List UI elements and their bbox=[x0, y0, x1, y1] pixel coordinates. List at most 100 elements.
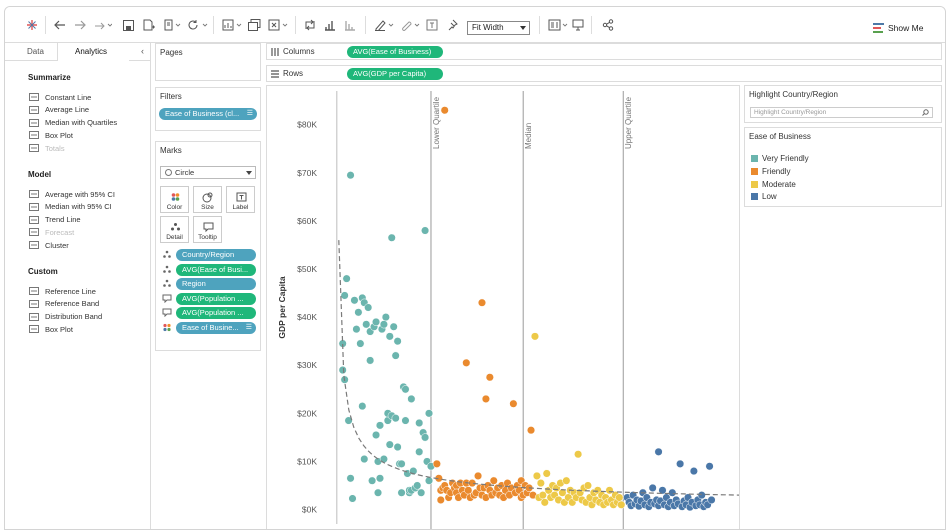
tableau-logo-icon[interactable] bbox=[25, 17, 39, 33]
label-button[interactable]: Label bbox=[226, 186, 255, 213]
tab-analytics[interactable]: Analytics bbox=[75, 47, 108, 56]
data-point bbox=[615, 493, 624, 502]
legend-swatch bbox=[751, 167, 758, 175]
analytics-item-average-with-95-ci[interactable]: Average with 95% CI bbox=[29, 189, 115, 199]
legend-item-very-friendly[interactable]: Very Friendly bbox=[751, 154, 809, 163]
marks-field-pill[interactable]: Ease of Busine... ☰ bbox=[176, 322, 256, 334]
y-tick-label: $0K bbox=[302, 505, 317, 515]
x-tick-label: 200 bbox=[722, 527, 736, 530]
size-button[interactable]: Size bbox=[193, 186, 222, 213]
analytics-item-forecast[interactable]: Forecast bbox=[29, 227, 74, 237]
data-point bbox=[697, 491, 706, 500]
sort-descending-icon[interactable] bbox=[343, 17, 357, 33]
legend-item-friendly[interactable]: Friendly bbox=[751, 167, 790, 176]
data-point bbox=[436, 495, 445, 504]
columns-pill[interactable]: AVG(Ease of Business) bbox=[347, 46, 443, 58]
analytics-item-distribution-band[interactable]: Distribution Band bbox=[29, 312, 102, 322]
legend-item-low[interactable]: Low bbox=[751, 192, 777, 201]
show-me-button[interactable]: Show Me bbox=[873, 23, 923, 33]
circle-mark-icon bbox=[165, 169, 172, 176]
analytics-item-box-plot[interactable]: Box Plot bbox=[29, 324, 73, 334]
replay-icon[interactable] bbox=[93, 17, 113, 33]
detail-encoding-icon bbox=[162, 279, 174, 289]
show-cards-icon[interactable] bbox=[547, 17, 569, 33]
collapse-pane-icon[interactable]: ‹ bbox=[141, 46, 144, 56]
share-icon[interactable] bbox=[601, 17, 615, 33]
highlight-input[interactable]: Highlight Country/Region bbox=[750, 107, 933, 118]
pages-shelf[interactable]: Pages bbox=[155, 43, 261, 81]
analytics-item-constant-line[interactable]: Constant Line bbox=[29, 92, 91, 102]
highlight-pen-icon[interactable] bbox=[373, 17, 395, 33]
scatter-plot[interactable]: $0K $10K $20K $30K $40K $50K $60K $70K $80K 0 20 40… bbox=[267, 86, 740, 530]
marks-field-pill[interactable]: Region bbox=[176, 278, 256, 291]
save-icon[interactable] bbox=[121, 17, 135, 33]
analytics-item-reference-line[interactable]: Reference Line bbox=[29, 286, 96, 296]
tab-data[interactable]: Data bbox=[27, 47, 44, 56]
analytics-item-trend-line[interactable]: Trend Line bbox=[29, 215, 81, 225]
legend-item-moderate[interactable]: Moderate bbox=[751, 180, 796, 189]
filter-pill-ease-of-business[interactable]: Ease of Business (cl... ☰ bbox=[159, 108, 257, 120]
duplicate-sheet-icon[interactable] bbox=[247, 17, 261, 33]
data-point bbox=[391, 414, 400, 423]
size-icon bbox=[202, 192, 213, 203]
search-icon bbox=[922, 109, 929, 116]
group-members-icon[interactable] bbox=[399, 17, 421, 33]
data-point bbox=[350, 296, 359, 305]
analytics-item-reference-band[interactable]: Reference Band bbox=[29, 299, 99, 309]
refresh-icon[interactable] bbox=[187, 17, 209, 33]
mark-type-value: Circle bbox=[175, 168, 195, 177]
swap-rows-columns-icon[interactable] bbox=[303, 17, 317, 33]
data-point bbox=[389, 322, 398, 331]
analytics-item-icon bbox=[29, 215, 39, 224]
data-point bbox=[540, 498, 549, 507]
chevron-down-icon bbox=[520, 26, 526, 30]
new-data-source-icon[interactable] bbox=[141, 17, 157, 33]
undo-icon[interactable] bbox=[53, 17, 67, 33]
analytics-item-cluster[interactable]: Cluster bbox=[29, 240, 69, 250]
detail-encoding-icon bbox=[162, 265, 174, 275]
marks-title: Marks bbox=[160, 146, 182, 155]
redo-icon[interactable] bbox=[73, 17, 87, 33]
columns-shelf[interactable]: Columns AVG(Ease of Business) bbox=[266, 43, 942, 60]
columns-shelf-label: Columns bbox=[271, 47, 315, 56]
reference-line-label: Lower Quartile bbox=[432, 96, 441, 149]
analytics-item-label: Distribution Band bbox=[45, 312, 103, 322]
clear-sheet-icon[interactable] bbox=[267, 17, 289, 33]
mark-type-select[interactable]: Circle bbox=[160, 166, 256, 179]
new-worksheet-icon[interactable] bbox=[221, 17, 243, 33]
tooltip-button[interactable]: Tooltip bbox=[193, 216, 222, 243]
analytics-item-average-line[interactable]: Average Line bbox=[29, 105, 89, 115]
marks-field-pill[interactable]: AVG(Population ... bbox=[176, 292, 256, 305]
legend-label: Friendly bbox=[762, 166, 791, 176]
fix-axes-pin-icon[interactable] bbox=[445, 17, 459, 33]
data-point bbox=[385, 440, 394, 449]
color-palette-icon bbox=[171, 193, 180, 201]
analytics-item-icon bbox=[29, 118, 39, 127]
rows-pill[interactable]: AVG(GDP per Capita) bbox=[347, 68, 443, 80]
filters-title: Filters bbox=[160, 92, 182, 101]
color-button[interactable]: Color bbox=[160, 186, 189, 213]
y-tick-label: $50K bbox=[297, 264, 317, 274]
sort-ascending-icon[interactable] bbox=[323, 17, 337, 33]
section-title-custom: Custom bbox=[28, 267, 58, 276]
detail-button[interactable]: Detail bbox=[160, 216, 189, 243]
marks-field-pill[interactable]: AVG(Ease of Busi... bbox=[176, 263, 256, 276]
pause-updates-icon[interactable] bbox=[163, 17, 181, 33]
viz-canvas[interactable]: $0K $10K $20K $30K $40K $50K $60K $70K $80K 0 20 40… bbox=[266, 85, 740, 530]
filters-shelf[interactable]: Filters Ease of Business (cl... ☰ bbox=[155, 87, 261, 131]
analytics-item-median-with-95-ci[interactable]: Median with 95% CI bbox=[29, 202, 112, 212]
analytics-item-box-plot[interactable]: Box Plot bbox=[29, 130, 73, 140]
rows-shelf[interactable]: Rows AVG(GDP per Capita) bbox=[266, 65, 942, 82]
data-point bbox=[648, 483, 657, 492]
marks-field-pill[interactable]: Country/Region bbox=[176, 249, 256, 261]
analytics-item-median-with-quartiles[interactable]: Median with Quartiles bbox=[29, 118, 117, 128]
filter-list-icon: ☰ bbox=[246, 110, 253, 117]
data-point bbox=[387, 233, 396, 242]
data-point bbox=[440, 106, 449, 115]
show-labels-icon[interactable] bbox=[425, 17, 439, 33]
marks-field-pill[interactable]: AVG(Population ... bbox=[176, 307, 256, 320]
fit-select[interactable]: Fit Width bbox=[467, 21, 530, 35]
presentation-mode-icon[interactable] bbox=[571, 17, 585, 33]
data-point bbox=[562, 476, 571, 485]
analytics-item-totals[interactable]: Totals bbox=[29, 143, 65, 153]
